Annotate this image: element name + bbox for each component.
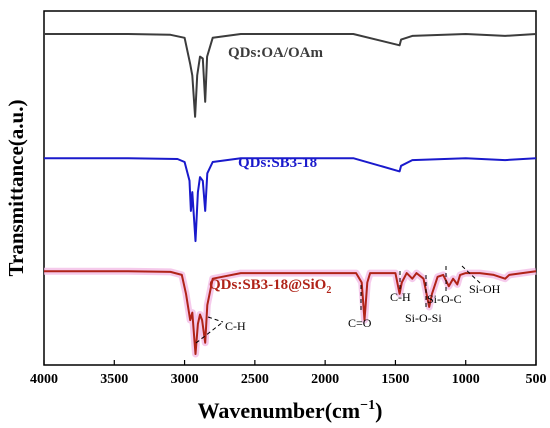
x-axis-title-main: Wavenumber(cm <box>198 398 361 423</box>
x-tick-label: 2500 <box>241 372 269 387</box>
x-axis-title-sup: −1 <box>360 398 375 413</box>
x-axis-title: Wavenumber(cm−1) <box>198 398 383 423</box>
x-tick-label: 500 <box>526 372 547 387</box>
series-line-0 <box>44 33 537 118</box>
plot-frame <box>43 10 537 366</box>
anno-ch-weak: C-H <box>390 290 411 304</box>
series-layer <box>44 33 537 355</box>
x-tick-label: 3000 <box>171 372 199 387</box>
series-label-oa-oam: QDs:OA/OAm <box>228 45 324 61</box>
anno-sioh: Si-OH <box>469 282 501 296</box>
anno-ch-strong: C-H <box>225 319 246 333</box>
series-label-text: QDs:SB3-18@SiO2 <box>209 277 331 296</box>
x-tick-label: 2000 <box>311 372 339 387</box>
y-axis-title: Transmittance(a.u.) <box>4 100 28 277</box>
anno-sioc: Si-O-C <box>427 292 462 306</box>
x-axis-ticks: 4000 3500 3000 2500 2000 1500 1000 500 <box>30 360 547 387</box>
series-label-text: QDs:SB3-18 <box>238 155 317 171</box>
series-line-1 <box>44 157 537 243</box>
x-tick-label: 1500 <box>381 372 409 387</box>
annotation-leader-line <box>207 316 224 323</box>
x-axis-title-close: ) <box>375 398 382 423</box>
anno-co: C=O <box>348 316 372 330</box>
x-tick-label: 3500 <box>100 372 128 387</box>
annotation-lines <box>195 265 481 344</box>
series-label-text: QDs:OA/OAm <box>228 45 324 61</box>
x-tick-label: 4000 <box>30 372 58 387</box>
annotation-leader-line <box>195 321 224 344</box>
series-label-sb3-18: QDs:SB3-18 <box>238 155 317 171</box>
anno-siosi: Si-O-Si <box>405 311 442 325</box>
series-label-sb3-18-sio2: QDs:SB3-18@SiO2 <box>209 277 331 296</box>
series-label-main: QDs:SB3-18@SiO <box>209 277 326 293</box>
series-label-sub: 2 <box>326 285 331 296</box>
x-tick-label: 1000 <box>452 372 480 387</box>
series-line-2 <box>44 270 537 355</box>
